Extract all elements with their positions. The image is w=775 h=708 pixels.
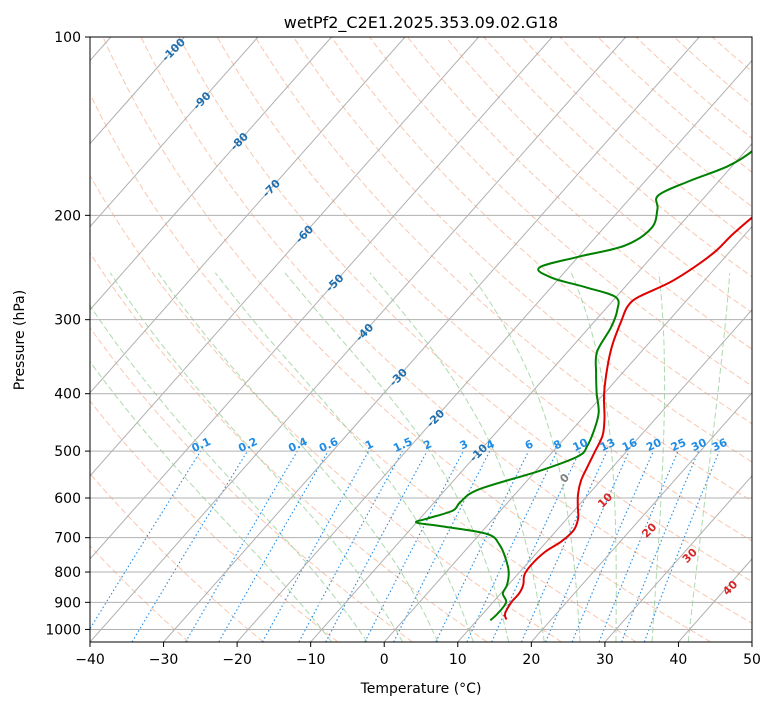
y-tick-label: 700 (54, 531, 81, 547)
mixing-ratio-label: 25 (669, 436, 688, 454)
mixing-ratio-label: 36 (710, 436, 730, 454)
dry-adiabat-line (749, 37, 752, 40)
isotherm-line (604, 475, 752, 642)
y-tick-label: 200 (54, 208, 81, 224)
grid-lines (90, 37, 752, 642)
isotherm-line (90, 37, 627, 642)
mixing-ratio-line (185, 450, 298, 642)
dry-adiabat-line (90, 251, 488, 642)
y-axis: 100 200 300 400 500 600 700 800 900 1000 (45, 30, 90, 638)
profile-series (414, 150, 752, 622)
isotherm-line (751, 641, 752, 642)
mixing-ratio-label: 13 (598, 436, 617, 454)
moist-adiabat-line (90, 304, 368, 642)
isotherm-line (90, 37, 332, 311)
dry-adiabat-line (90, 472, 264, 642)
dry-adiabat-line (90, 326, 413, 642)
x-tick-label: −20 (222, 652, 252, 668)
x-tick-label: 0 (380, 652, 389, 668)
dry-adiabat-line (331, 37, 752, 425)
plot-background (90, 37, 752, 642)
mixing-ratio-line (491, 450, 581, 642)
chart-title: wetPf2_C2E1.2025.353.09.02.G18 (284, 13, 558, 33)
isotherm-line (457, 308, 752, 642)
y-tick-label: 900 (54, 595, 81, 611)
isotherm-line (90, 37, 479, 477)
mixing-ratio-line (131, 450, 248, 642)
isotherm-line (163, 37, 700, 642)
dry-adiabat-line (216, 37, 752, 542)
mixing-ratio-label: 16 (620, 436, 640, 454)
temperature-profile-line (503, 216, 752, 620)
mixing-ratio-line (262, 450, 370, 642)
mixing-ratio-label: 10 (571, 436, 591, 454)
plot-frame (89, 36, 753, 643)
x-tick-label: 10 (449, 652, 467, 668)
x-tick-label: 30 (596, 652, 614, 668)
dewpoint-profile-line (414, 150, 752, 622)
mixing-ratio-line (218, 450, 329, 642)
mixing-ratio-label: 20 (644, 436, 664, 454)
x-tick-label: −10 (296, 652, 326, 668)
y-tick-label: 800 (54, 565, 81, 581)
y-tick-label: 1000 (45, 622, 81, 638)
x-tick-label: 20 (522, 652, 540, 668)
y-tick-label: 100 (54, 30, 81, 46)
moist-adiabat-line (90, 360, 333, 642)
moist-adiabat-line (369, 272, 545, 642)
mixing-ratio-line (325, 450, 428, 642)
x-tick-label: −40 (75, 652, 105, 668)
isotherm-line (236, 59, 752, 642)
x-axis-title: Temperature (°C) (360, 681, 482, 697)
dry-adiabat-line (597, 37, 752, 173)
dry-adiabat-line (90, 400, 339, 642)
y-tick-label: 600 (54, 491, 81, 507)
dry-adiabat-line (635, 37, 752, 139)
background-lines (90, 37, 752, 642)
isotherm-line (90, 37, 259, 228)
moist-adiabat-line (687, 272, 731, 642)
y-axis-title: Pressure (hPa) (12, 290, 28, 390)
y-tick-label: 400 (54, 387, 81, 403)
mixing-ratio-line (571, 450, 654, 642)
y-tick-label: 300 (54, 313, 81, 329)
dry-adiabat-line (178, 37, 752, 583)
x-tick-label: 40 (670, 652, 688, 668)
mixing-ratio-label: 30 (689, 436, 709, 454)
mixing-ratio-line (520, 450, 608, 642)
moist-adiabat-line (157, 272, 439, 642)
dry-adiabat-line (102, 37, 712, 642)
isotherm-line (90, 37, 406, 394)
mixing-ratio-line (466, 450, 558, 642)
isotherm-line (90, 37, 185, 145)
isotherm-line (310, 142, 752, 642)
x-tick-label: −30 (149, 652, 179, 668)
isotherm-line (90, 37, 553, 560)
moist-adiabat-line (284, 272, 510, 642)
moist-adiabat-line (109, 272, 404, 642)
y-tick-label: 500 (54, 444, 81, 460)
mixing-ratio-line (545, 450, 630, 642)
isotherm-line (383, 225, 752, 642)
dry-adiabat-line (254, 37, 752, 502)
x-tick-label: 50 (743, 652, 761, 668)
dry-adiabat-line (90, 92, 637, 642)
moist-adiabat-line (469, 272, 581, 642)
mixing-ratio-line (435, 450, 530, 642)
x-axis: −40 −30 −20 −10 0 10 20 30 40 50 (75, 642, 761, 668)
mixing-ratio-line (298, 450, 403, 642)
dry-adiabat-line (140, 37, 752, 624)
isotherm-line (530, 392, 752, 642)
dry-adiabat-line (559, 37, 752, 208)
dry-adiabat-line (90, 174, 562, 642)
mixing-ratio-line (90, 450, 202, 630)
